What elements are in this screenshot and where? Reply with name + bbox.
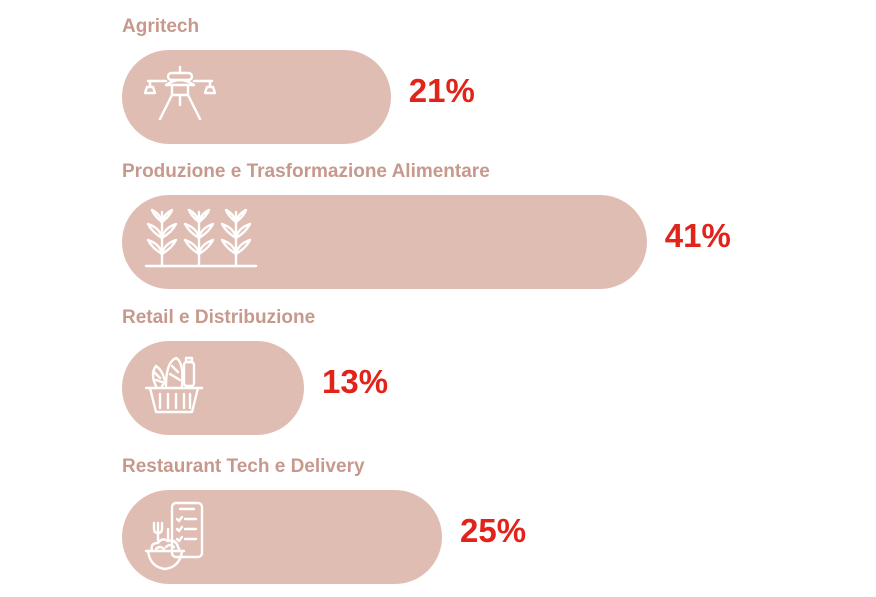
category-label: Produzione e Trasformazione Alimentare <box>122 161 490 182</box>
category-label: Retail e Distribuzione <box>122 307 316 328</box>
drone-icon <box>144 65 217 121</box>
bar <box>122 490 442 584</box>
bar <box>122 50 391 144</box>
value-label: 25% <box>460 512 527 549</box>
category-label: Agritech <box>122 16 200 37</box>
value-label: 21% <box>408 72 475 109</box>
bar <box>122 341 304 435</box>
bar <box>122 195 647 289</box>
value-label: 41% <box>664 217 731 254</box>
crops-icon <box>144 208 258 268</box>
value-label: 13% <box>322 363 389 400</box>
phone-delivery-icon <box>144 501 204 571</box>
grocery-basket-icon <box>144 356 204 414</box>
category-label: Restaurant Tech e Delivery <box>122 456 365 477</box>
